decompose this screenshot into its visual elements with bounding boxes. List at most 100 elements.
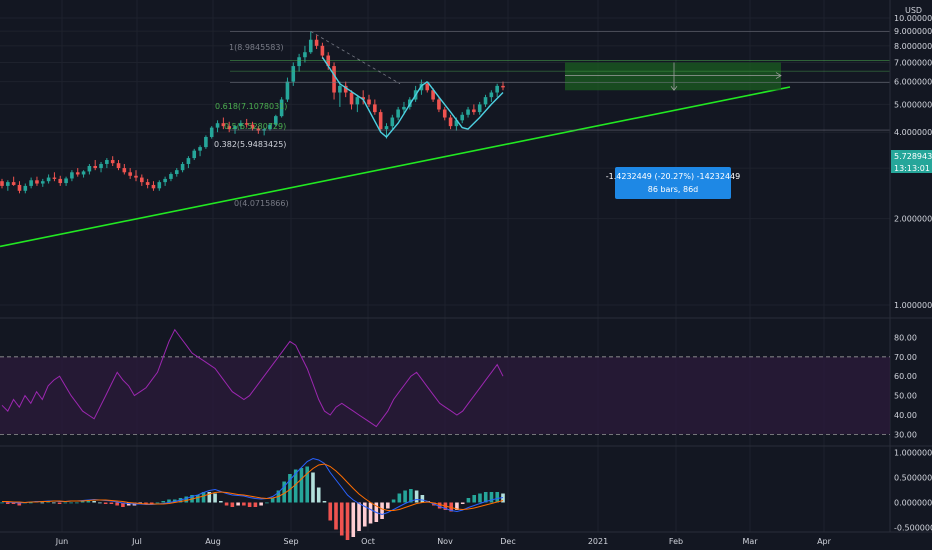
macd-histogram-bar <box>195 495 200 503</box>
macd-histogram-bar <box>11 502 16 504</box>
macd-histogram-bar <box>69 502 73 504</box>
measure-tooltip[interactable]: -1.4232449 (-20.27%) -14232449 86 bars, … <box>606 167 740 199</box>
candle-body <box>431 90 435 100</box>
macd-histogram-bar <box>420 495 425 503</box>
candle-body <box>116 163 121 169</box>
measure-line-1: -1.4232449 (-20.27%) -14232449 <box>606 172 740 181</box>
x-tick-label: Jun <box>55 537 69 546</box>
candle-body <box>489 92 494 98</box>
macd-histogram-bar <box>293 469 298 503</box>
macd-histogram-bar <box>17 502 22 506</box>
macd-histogram-bar <box>92 501 96 503</box>
x-tick-label: Jul <box>131 537 142 546</box>
candle-body <box>472 109 476 113</box>
macd-histogram-bar <box>40 502 45 504</box>
macd-histogram-bar <box>224 502 229 506</box>
candle-body <box>314 39 319 46</box>
macd-histogram-bar <box>184 496 189 503</box>
macd-histogram-bar <box>472 495 477 503</box>
macd-histogram-bar <box>242 502 246 506</box>
pattern-curve-right <box>426 81 504 130</box>
macd-histogram-bar <box>322 501 327 503</box>
measure-tooltip-box <box>615 167 731 199</box>
macd-histogram-bar <box>345 502 350 540</box>
rsi-y-tick-label: 30.00 <box>894 430 917 439</box>
macd-pane[interactable] <box>0 457 505 541</box>
macd-histogram-bar <box>75 502 79 504</box>
candle-body <box>204 136 208 148</box>
price-pane[interactable] <box>0 31 890 248</box>
macd-histogram-bar <box>460 502 465 504</box>
macd-histogram-bar <box>288 474 292 503</box>
candle-body <box>93 166 98 169</box>
macd-histogram-bar <box>368 502 373 524</box>
macd-histogram-bar <box>121 502 125 507</box>
x-tick-label: Nov <box>437 537 453 546</box>
candle-body <box>105 160 109 164</box>
countdown-text: 13:13:01 <box>894 164 930 173</box>
candle-body <box>157 182 162 189</box>
macd-histogram-bar <box>466 498 471 503</box>
x-tick-label: Dec <box>500 537 515 546</box>
macd-histogram-bar <box>334 502 338 530</box>
macd-histogram-bar <box>207 492 212 503</box>
candle-body <box>378 112 383 130</box>
candle-body <box>23 185 28 191</box>
fib-label-05: 0.5(6.5280729) <box>224 122 286 131</box>
candle-body <box>442 109 447 118</box>
time-axis[interactable]: Jun Jul Aug Sep Oct Nov Dec 2021 Feb Mar Apr <box>55 537 832 546</box>
x-tick-label: Mar <box>742 537 758 546</box>
macd-histogram-bar <box>391 499 396 503</box>
candle-body <box>29 180 33 186</box>
fib-label-0618: 0.618(7.1078031) <box>215 102 287 111</box>
candle-body <box>163 178 167 183</box>
candle-body <box>169 174 173 179</box>
macd-histogram-bar <box>414 490 419 503</box>
macd-histogram-bar <box>397 493 402 503</box>
candle-body <box>215 123 220 128</box>
candle-body <box>110 160 115 164</box>
candle-body <box>425 83 430 91</box>
macd-histogram-bar <box>247 502 252 507</box>
candle-body <box>448 117 453 127</box>
macd-histogram-bar <box>455 502 459 510</box>
rsi-band <box>0 356 890 435</box>
signal-line <box>2 463 504 511</box>
candle-body <box>367 99 371 105</box>
macd-histogram-bar <box>161 501 166 503</box>
candle-body <box>483 97 488 105</box>
rsi-pane[interactable] <box>0 328 890 435</box>
candle-body <box>361 97 365 100</box>
candle-body <box>355 97 360 105</box>
macd-histogram-bar <box>386 502 390 509</box>
candle-body <box>227 126 231 130</box>
arrow-down-icon <box>670 86 678 91</box>
candle-body <box>338 85 342 93</box>
candle-body <box>274 116 278 125</box>
macd-histogram-bar <box>437 502 442 509</box>
macd-histogram-bar <box>109 502 114 504</box>
candle-body <box>145 182 150 185</box>
candle-body <box>151 184 156 189</box>
rsi-y-tick-label: 50.00 <box>894 392 917 401</box>
candle-body <box>0 181 4 186</box>
candle-body <box>81 171 86 175</box>
candle-body <box>40 181 45 184</box>
macd-histogram-bar <box>236 502 240 506</box>
candle-body <box>134 175 138 178</box>
macd-histogram-bar <box>328 502 333 521</box>
measure-line-2: 86 bars, 86d <box>648 185 699 194</box>
candle-body <box>477 104 482 113</box>
macd-histogram-bar <box>362 502 367 527</box>
macd-histogram-bar <box>270 498 275 503</box>
